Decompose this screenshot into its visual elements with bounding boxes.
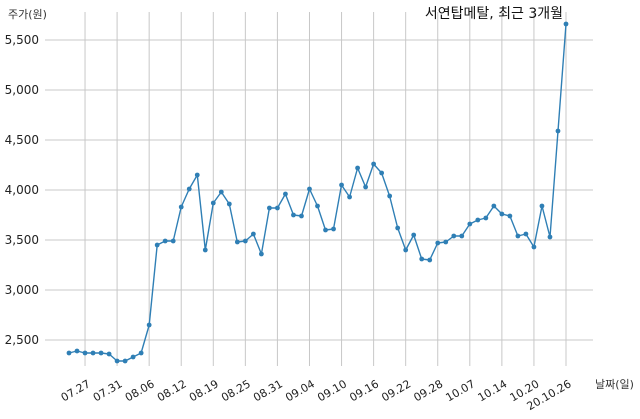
data-point xyxy=(186,186,192,192)
y-tick-label: 4,500 xyxy=(5,133,39,147)
data-point xyxy=(178,204,184,210)
data-point xyxy=(98,350,104,356)
data-point xyxy=(90,350,96,356)
data-point xyxy=(523,231,529,237)
data-point xyxy=(515,233,521,239)
data-point xyxy=(507,213,513,219)
data-point xyxy=(299,213,304,219)
data-point xyxy=(194,172,200,178)
data-point xyxy=(130,354,136,360)
data-point xyxy=(74,348,80,354)
data-point xyxy=(283,191,288,197)
data-point xyxy=(435,240,441,246)
data-point xyxy=(379,170,385,176)
data-point xyxy=(443,239,449,245)
x-tick-label: 09.22 xyxy=(379,377,413,404)
data-point xyxy=(499,211,505,217)
data-point xyxy=(483,215,489,221)
data-point xyxy=(250,231,256,237)
series-line xyxy=(68,23,567,362)
data-point xyxy=(138,350,144,356)
data-point xyxy=(234,239,240,245)
data-point xyxy=(387,193,393,199)
data-point xyxy=(451,233,457,239)
data-point xyxy=(531,244,537,250)
y-axis-label: 주가(원) xyxy=(8,8,47,21)
data-point xyxy=(347,194,352,200)
data-point xyxy=(315,203,320,209)
y-tick-label: 3,000 xyxy=(5,283,39,297)
data-point xyxy=(154,242,160,248)
data-point xyxy=(475,217,481,223)
data-point xyxy=(275,205,280,211)
data-point xyxy=(122,358,128,364)
data-point xyxy=(547,234,553,240)
x-tick-label: 08.12 xyxy=(155,377,189,404)
x-tick-label: 10.07 xyxy=(444,377,478,404)
y-axis: 2,500 3,000 3,500 4,000 4,500 5,000 5,500 xyxy=(5,33,39,347)
data-point xyxy=(459,233,465,239)
data-point xyxy=(106,351,112,357)
data-point xyxy=(403,247,409,253)
x-tick-label: 08.25 xyxy=(219,377,253,404)
y-tick-label: 3,500 xyxy=(5,233,39,247)
data-point xyxy=(491,203,497,209)
data-point xyxy=(427,257,433,263)
data-point xyxy=(467,221,473,227)
grid xyxy=(45,12,593,366)
data-point xyxy=(291,212,296,218)
x-tick-label: 09.28 xyxy=(411,377,445,404)
x-tick-label: 09.16 xyxy=(347,377,381,404)
data-point xyxy=(146,322,152,328)
y-tick-label: 4,000 xyxy=(5,183,39,197)
x-tick-label: 08.31 xyxy=(251,377,285,404)
data-point xyxy=(371,161,377,167)
data-point xyxy=(307,186,312,192)
data-point xyxy=(170,238,176,244)
data-point xyxy=(66,350,72,356)
data-point xyxy=(218,189,224,195)
data-point xyxy=(202,247,208,253)
x-tick-label: 09.10 xyxy=(315,377,349,404)
data-point xyxy=(411,232,417,238)
x-tick-label: 08.19 xyxy=(187,377,221,404)
x-axis: 07.2707.3108.0608.1208.1908.2508.3109.04… xyxy=(59,377,574,413)
data-point xyxy=(363,184,368,190)
x-axis-label: 날짜(일) xyxy=(595,377,634,391)
y-tick-label: 5,500 xyxy=(5,33,39,47)
x-tick-label: 09.04 xyxy=(283,377,317,404)
x-tick-label: 08.06 xyxy=(123,377,157,404)
data-point xyxy=(210,200,216,206)
data-point xyxy=(258,251,264,257)
data-point xyxy=(82,350,88,356)
data-point xyxy=(226,201,232,207)
x-tick-label: 07.31 xyxy=(91,377,125,404)
data-point xyxy=(563,21,569,27)
x-tick-label: 07.27 xyxy=(59,377,93,404)
data-point xyxy=(323,227,328,233)
data-point xyxy=(339,182,344,188)
data-point xyxy=(114,358,120,364)
data-point xyxy=(539,203,545,209)
x-tick-label: 10.14 xyxy=(476,377,510,404)
data-point xyxy=(395,225,401,231)
data-point xyxy=(419,256,425,262)
data-point xyxy=(331,226,336,232)
data-point xyxy=(267,205,272,211)
data-point xyxy=(555,128,561,134)
y-tick-label: 5,000 xyxy=(5,83,39,97)
data-point xyxy=(162,238,168,244)
y-tick-label: 2,500 xyxy=(5,333,39,347)
data-point xyxy=(242,238,248,244)
chart-title: 서연탑메탈, 최근 3개월 xyxy=(425,6,563,22)
series-plot xyxy=(66,21,569,364)
data-point xyxy=(355,165,360,171)
